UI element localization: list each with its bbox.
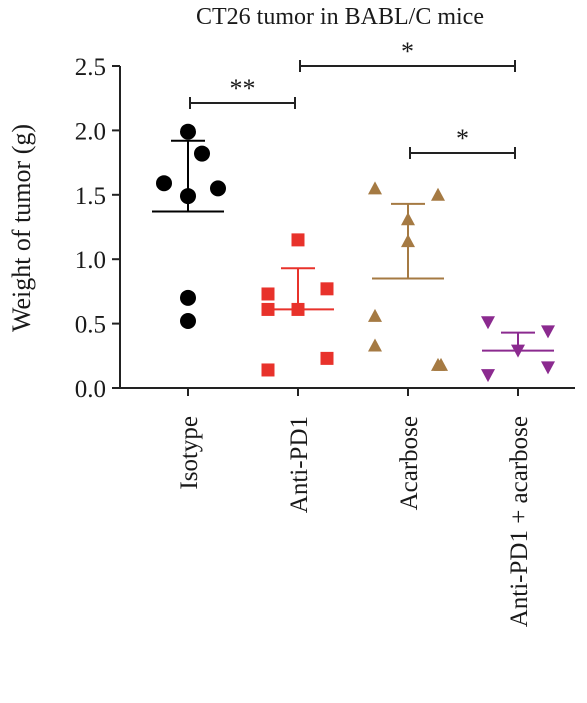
x-tick-label: Acarbose (396, 416, 423, 510)
x-tick-label: Isotype (176, 416, 203, 490)
dot (194, 145, 210, 162)
y-tick-label: 0.5 (75, 312, 106, 339)
dot (368, 308, 382, 322)
dot (431, 187, 445, 201)
chart-title: CT26 tumor in BABL/C mice (196, 4, 484, 30)
dot (541, 361, 555, 375)
x-tick-label: Anti-PD1 (286, 416, 313, 513)
dot (481, 316, 495, 330)
dot (368, 338, 382, 352)
y-axis-label: Weight of tumor (g) (7, 124, 36, 332)
y-tick-label: 1.5 (75, 183, 106, 210)
dot (368, 181, 382, 195)
dot (434, 357, 448, 371)
y-tick-label: 1.0 (75, 247, 106, 274)
dot (156, 175, 172, 192)
significance-bracket (189, 97, 296, 109)
dot (180, 313, 196, 330)
y-tick-label: 2.5 (75, 54, 106, 81)
significance-bracket (409, 147, 516, 159)
dot (320, 351, 334, 365)
dot (291, 233, 305, 247)
dot (210, 180, 226, 197)
y-tick-label: 2.0 (75, 118, 106, 145)
dot (180, 123, 196, 140)
dot (320, 282, 334, 296)
dot (481, 369, 495, 383)
dot (261, 363, 275, 377)
significance-label: ** (230, 74, 256, 103)
significance-label: * (456, 124, 469, 153)
significance-label: * (401, 37, 414, 66)
y-tick-label: 0.0 (75, 376, 106, 403)
x-tick-label: Anti-PD1 + acarbose (506, 416, 533, 627)
significance-bracket (299, 60, 516, 72)
dot (180, 289, 196, 306)
dot (541, 325, 555, 339)
dot (261, 287, 275, 301)
